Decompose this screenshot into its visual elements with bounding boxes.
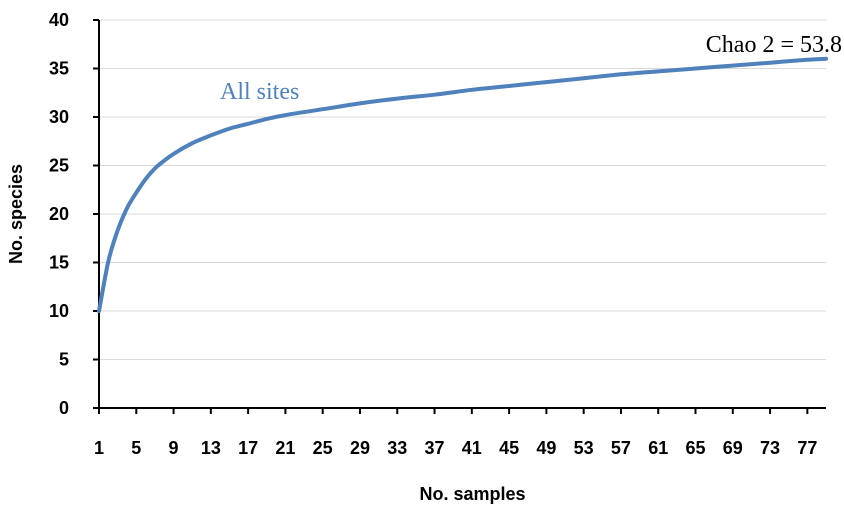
y-tick-label: 25 (49, 156, 69, 176)
x-tick-label: 5 (131, 438, 141, 458)
x-tick-label: 21 (275, 438, 295, 458)
annotation-chao2: Chao 2 = 53.8 (706, 32, 842, 58)
y-tick-label: 5 (59, 350, 69, 370)
x-tick-label: 57 (611, 438, 631, 458)
y-tick-labels: 0 5 10 15 20 25 30 35 40 (49, 10, 69, 418)
x-tick-label: 73 (760, 438, 780, 458)
x-tick-label: 45 (499, 438, 519, 458)
x-tick-label: 17 (238, 438, 258, 458)
x-tick-label: 33 (387, 438, 407, 458)
y-axis-label: No. species (6, 164, 26, 264)
x-tick-label: 25 (313, 438, 333, 458)
x-tick-label: 37 (425, 438, 445, 458)
x-tick-label: 13 (201, 438, 221, 458)
y-tick-label: 0 (59, 398, 69, 418)
gridlines (99, 19, 826, 360)
x-tick-label: 9 (169, 438, 179, 458)
series-layer (97, 56, 828, 313)
x-tick-label: 1 (94, 438, 104, 458)
y-tick-label: 35 (49, 59, 69, 79)
annotation-all-sites: All sites (220, 79, 299, 105)
x-tick-label: 65 (685, 438, 705, 458)
x-tick-label: 29 (350, 438, 370, 458)
y-tick-label: 15 (49, 253, 69, 273)
y-tick-label: 10 (49, 301, 69, 321)
y-tick-label: 30 (49, 107, 69, 127)
x-tick-label: 77 (797, 438, 817, 458)
x-tick-labels: 1 5 9 13 17 21 25 29 33 37 41 45 49 53 57 61 65 69 73 77 (94, 438, 817, 458)
series-line-all-sites (97, 56, 828, 313)
x-axis-label: No. samples (419, 484, 525, 504)
y-tick-label: 40 (49, 10, 69, 30)
x-tick-label: 53 (574, 438, 594, 458)
axes (93, 19, 826, 414)
x-tick-label: 41 (462, 438, 482, 458)
x-tick-label: 61 (648, 438, 668, 458)
x-tick-label: 49 (536, 438, 556, 458)
x-tick-label: 69 (723, 438, 743, 458)
y-tick-label: 20 (49, 204, 69, 224)
